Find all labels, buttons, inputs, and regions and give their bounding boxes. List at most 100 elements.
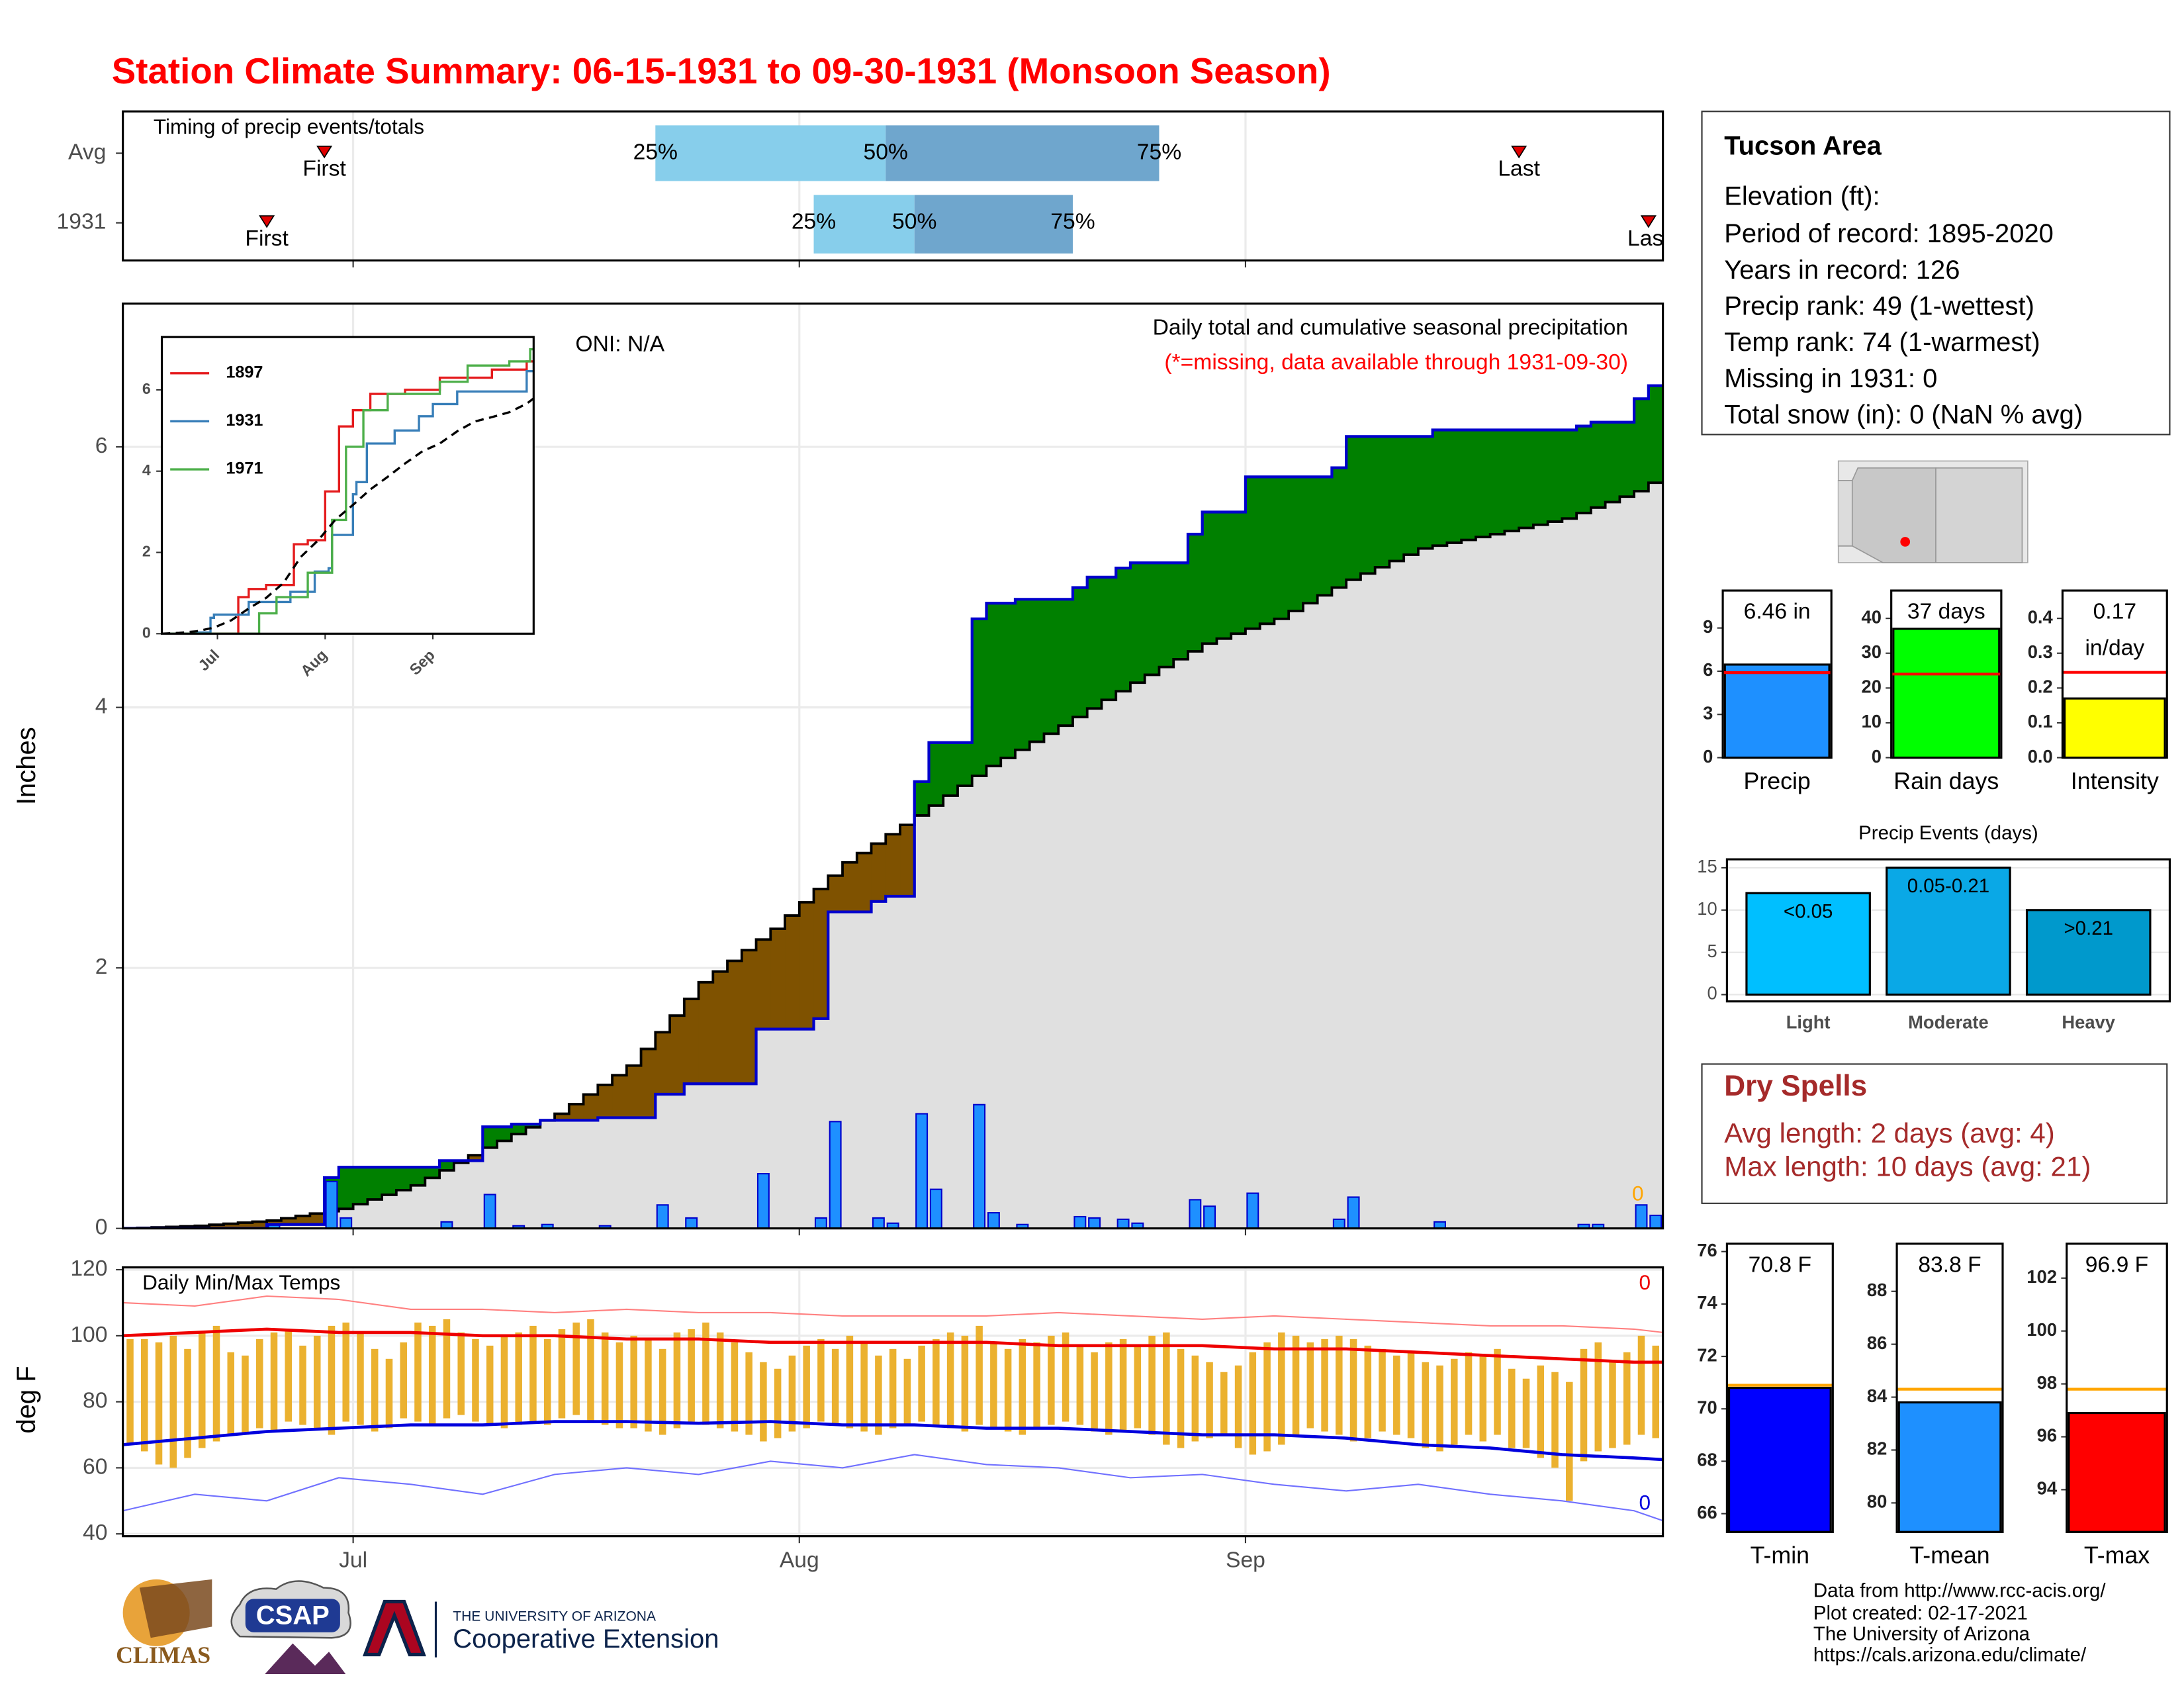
value-label: 83.8 F — [1918, 1252, 1981, 1277]
y-tick-label: 10 — [1862, 711, 1882, 731]
temp-range-bar — [1652, 1345, 1660, 1438]
ua-logo — [362, 1599, 426, 1657]
surplus-area — [986, 603, 1002, 767]
surplus-area — [1389, 436, 1405, 561]
deficit-area — [612, 1075, 628, 1118]
normal-area — [799, 1029, 815, 1229]
normal-area — [1346, 579, 1362, 1229]
panel-frame — [1725, 858, 2171, 1003]
temp-range-bar — [659, 1348, 666, 1435]
quartile-label: 75% — [1050, 210, 1095, 234]
panel-frame — [2066, 1243, 2168, 1533]
unit-label: in/day — [2085, 635, 2144, 660]
footer-line: The University of Arizona — [1813, 1623, 2030, 1645]
normal-area — [1130, 682, 1146, 1229]
temp-range-bar — [1134, 1345, 1142, 1429]
value-label: 70.8 F — [1749, 1252, 1811, 1277]
deficit-area — [741, 950, 757, 1084]
footer: Data from http://www.rcc-acis.org/ Plot … — [1813, 1580, 2106, 1666]
temp-range-bar — [1234, 1365, 1242, 1448]
temp-line — [122, 1327, 1663, 1364]
surplus-area — [1562, 430, 1578, 519]
normal-area — [1447, 542, 1463, 1229]
bar-label: >0.21 — [2064, 917, 2113, 939]
extension-text: Cooperative Extension — [453, 1624, 719, 1654]
temp-range-bar — [515, 1332, 522, 1425]
y-tick-label: 80 — [83, 1389, 107, 1413]
daily-precip-bar — [512, 1225, 525, 1229]
daily-precip-bar — [987, 1212, 1000, 1229]
y-tick-label: 3 — [1703, 702, 1713, 723]
normal-area — [1216, 638, 1232, 1229]
y-tick-label: 30 — [1862, 641, 1882, 662]
y-tick-label: 80 — [1867, 1491, 1887, 1512]
deficit-area — [655, 1032, 671, 1095]
surplus-area — [382, 1167, 398, 1195]
daily-precip-bar — [973, 1103, 986, 1229]
surplus-area — [1634, 399, 1650, 492]
normal-area — [396, 1190, 412, 1229]
panel-frame — [122, 303, 1664, 1230]
temp-range-bar — [371, 1348, 379, 1432]
y-tick-label: 68 — [1697, 1450, 1717, 1470]
surplus-area — [1289, 477, 1304, 612]
normal-area — [1360, 573, 1376, 1229]
daily-precip-bar — [1347, 1196, 1360, 1229]
surplus-area — [425, 1167, 441, 1178]
temp-range-bar — [141, 1338, 148, 1452]
deficit-area — [209, 1225, 225, 1229]
normal-area — [1202, 643, 1218, 1229]
temp-range-bar — [1623, 1352, 1631, 1445]
y-tick-label: 100 — [70, 1323, 107, 1347]
category-label: T-min — [1751, 1542, 1809, 1569]
temp-range-bar — [601, 1332, 609, 1425]
temp-range-bar — [1594, 1342, 1602, 1452]
temp-range-bar — [1220, 1372, 1228, 1435]
y-tick-label: 86 — [1867, 1333, 1887, 1353]
row-label: Avg — [68, 140, 106, 164]
surplus-area — [1029, 599, 1045, 742]
info-title: Tucson Area — [1724, 132, 1882, 161]
normal-area — [1144, 675, 1160, 1229]
normal-area — [1087, 708, 1103, 1229]
temp-range-bar — [428, 1325, 436, 1425]
normal-area — [410, 1185, 426, 1229]
locator-map — [1837, 460, 2028, 563]
temp-range-bar — [788, 1355, 796, 1432]
y-tick-label: 100 — [2026, 1319, 2057, 1340]
deficit-area — [252, 1221, 268, 1229]
surplus-area — [1116, 568, 1132, 692]
normal-area — [1576, 513, 1592, 1229]
normal-area — [367, 1199, 383, 1229]
normal-area — [626, 1117, 642, 1229]
panel-frame — [1725, 1243, 1834, 1533]
y-tick-label: 0.3 — [2028, 641, 2053, 662]
quartile-bar — [914, 195, 1073, 254]
normal-area — [957, 786, 974, 1229]
surplus-area — [396, 1167, 412, 1190]
timing-title: Timing of precip events/totals — [154, 115, 424, 138]
normal-area — [1432, 545, 1448, 1229]
y-axis-label: Inches — [12, 727, 41, 805]
temp-range-bar — [255, 1338, 263, 1429]
surplus-area — [1144, 563, 1160, 675]
y-tick-label: 0 — [1872, 746, 1882, 767]
normal-area — [1072, 717, 1088, 1229]
value-label: 0.17 — [2093, 600, 2137, 624]
y-tick-label: 102 — [2026, 1266, 2057, 1287]
temp-range-bar — [500, 1335, 508, 1429]
normal-area — [713, 1084, 729, 1229]
info-line: Period of record: 1895-2020 — [1724, 219, 2054, 248]
info-lines: Elevation (ft): Period of record: 1895-2… — [1724, 181, 2083, 429]
temp-range-bar — [155, 1342, 163, 1465]
daily-precip-bar — [1116, 1218, 1130, 1229]
category-label: Light — [1786, 1012, 1831, 1033]
surplus-area — [1619, 422, 1635, 497]
temp-range-bar — [1278, 1332, 1285, 1445]
normal-area — [569, 1120, 584, 1229]
normal-area — [1404, 555, 1420, 1229]
temp-range-bar — [615, 1342, 623, 1429]
surplus-area — [1058, 599, 1074, 726]
temp-range-bar — [1407, 1352, 1415, 1438]
category-label: Moderate — [1908, 1012, 1989, 1033]
